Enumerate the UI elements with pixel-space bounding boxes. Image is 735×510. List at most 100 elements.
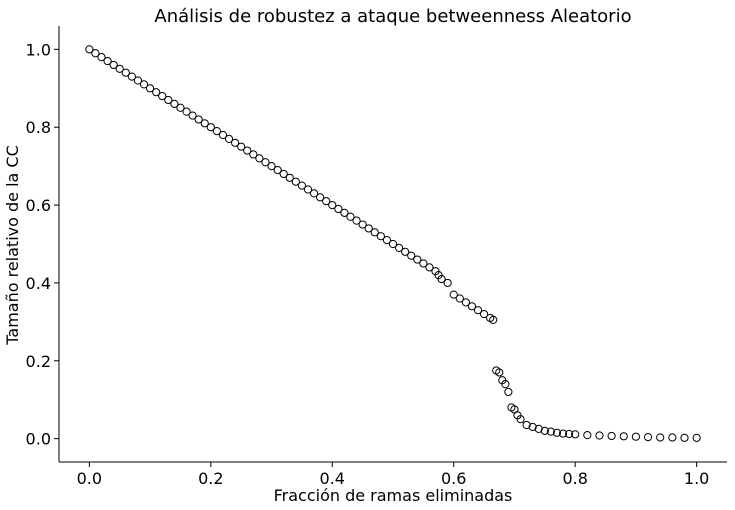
data-point — [109, 60, 118, 70]
data-point — [218, 130, 228, 140]
data-point — [340, 208, 349, 217]
data-point — [504, 387, 513, 397]
data-point — [285, 173, 294, 182]
data-point — [540, 426, 549, 435]
data-point — [194, 115, 203, 124]
data-point — [407, 251, 416, 260]
data-point — [364, 224, 373, 233]
data-point — [279, 169, 288, 179]
data-point — [261, 158, 270, 167]
data-point — [449, 290, 458, 299]
data-point — [394, 243, 404, 252]
y-axis-label: Tamaño relativo de la CC — [3, 145, 22, 345]
data-point — [401, 247, 410, 256]
data-point — [231, 138, 240, 147]
data-point — [501, 380, 510, 389]
data-point — [237, 142, 246, 151]
data-point — [322, 197, 331, 206]
x-tick-label: 0.0 — [77, 469, 102, 488]
x-tick-label: 0.8 — [562, 469, 587, 488]
data-point — [97, 53, 106, 62]
data-point — [558, 429, 568, 438]
data-point — [334, 204, 343, 214]
data-point — [139, 80, 149, 89]
data-point — [528, 422, 537, 432]
data-point — [91, 49, 100, 58]
data-point — [358, 220, 367, 229]
data-point — [170, 99, 179, 108]
data-point — [388, 239, 398, 249]
data-point — [495, 368, 504, 377]
data-point — [546, 427, 555, 436]
data-point — [643, 432, 653, 442]
data-point — [127, 72, 136, 81]
data-point — [382, 236, 392, 245]
data-point — [370, 228, 379, 237]
data-point — [376, 232, 385, 241]
data-point — [419, 259, 428, 268]
data-point — [200, 119, 209, 128]
data-point — [188, 111, 197, 120]
data-point — [291, 177, 300, 186]
data-point — [413, 255, 422, 264]
data-point — [145, 84, 155, 93]
data-point — [224, 134, 234, 143]
data-point — [303, 185, 313, 194]
data-point — [552, 428, 562, 437]
data-point — [309, 189, 319, 198]
data-point — [158, 91, 167, 101]
data-point — [346, 212, 355, 221]
data-points — [85, 45, 701, 442]
data-point — [297, 181, 307, 190]
data-point — [595, 431, 604, 440]
data-point — [152, 88, 161, 97]
data-point — [206, 123, 215, 132]
x-tick-label: 1.0 — [684, 469, 709, 488]
data-point — [522, 420, 531, 430]
data-point — [461, 298, 470, 307]
data-point — [212, 127, 221, 136]
data-point — [273, 165, 282, 175]
data-point — [668, 433, 677, 442]
data-point — [680, 433, 689, 442]
data-point — [255, 154, 264, 163]
data-point — [103, 56, 112, 66]
data-point — [656, 433, 665, 442]
data-point — [176, 103, 185, 112]
data-point — [631, 432, 641, 441]
data-point — [467, 302, 477, 311]
x-tick-label: 0.6 — [441, 469, 466, 488]
y-tick-label: 0.4 — [26, 274, 51, 293]
data-point — [692, 433, 701, 442]
data-point — [164, 95, 173, 105]
data-point — [443, 278, 452, 288]
x-tick-label: 0.4 — [320, 469, 345, 488]
data-point — [516, 415, 525, 424]
data-point — [328, 200, 337, 210]
y-tick-label: 0.0 — [26, 430, 51, 449]
data-point — [619, 432, 628, 441]
data-point — [85, 45, 94, 54]
y-tick-label: 0.8 — [26, 118, 51, 137]
data-point — [565, 429, 574, 439]
data-point — [479, 309, 489, 319]
x-axis-label: Fracción de ramas eliminadas — [274, 486, 513, 505]
data-point — [133, 76, 143, 85]
y-tick-label: 0.2 — [26, 352, 51, 371]
data-point — [316, 193, 325, 202]
data-point — [473, 306, 483, 315]
data-point — [571, 430, 580, 439]
y-axis-ticks: 0.0 0.2 0.4 0.6 0.8 1.0 — [26, 40, 59, 449]
data-point — [607, 431, 616, 441]
y-tick-label: 1.0 — [26, 40, 51, 59]
y-tick-label: 0.6 — [26, 196, 51, 215]
data-point — [534, 424, 543, 434]
data-point — [182, 107, 191, 116]
data-point — [455, 294, 464, 303]
x-axis-ticks: 0.0 0.2 0.4 0.6 0.8 1.0 — [77, 462, 709, 488]
data-point — [489, 315, 498, 325]
data-point — [425, 263, 434, 272]
data-point — [243, 146, 252, 155]
chart-title: Análisis de robustez a ataque betweennes… — [154, 6, 631, 27]
